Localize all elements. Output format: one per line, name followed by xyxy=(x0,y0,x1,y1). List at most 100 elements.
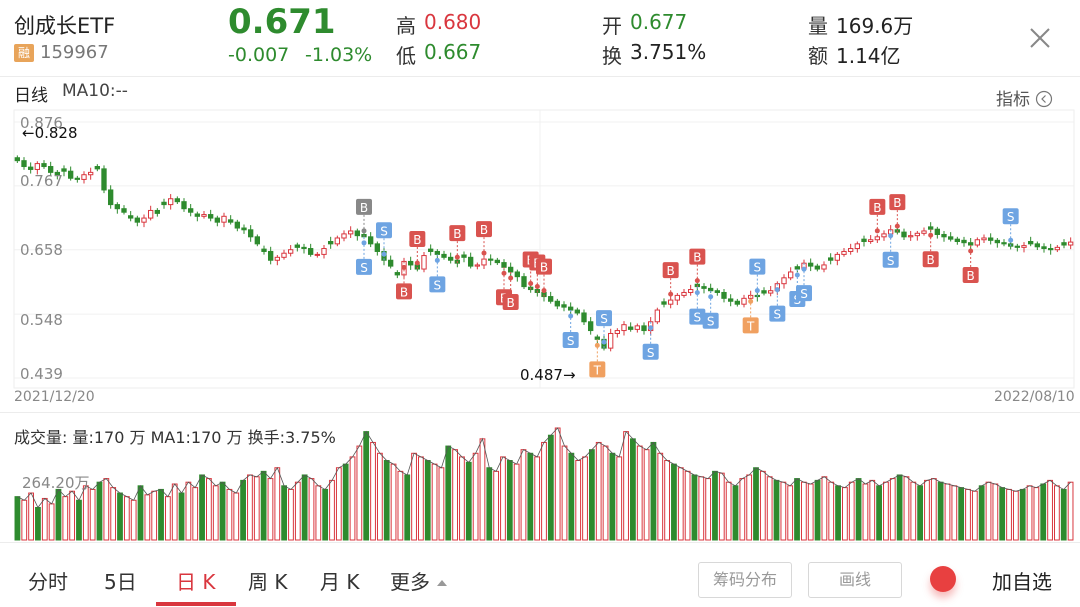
volume-bar xyxy=(55,488,62,541)
signal-dot xyxy=(381,251,387,257)
candlestick xyxy=(861,235,867,247)
signal-badge xyxy=(922,251,939,268)
chip-distribution-button[interactable]: 筹码分布 xyxy=(698,562,792,598)
candle-body xyxy=(501,262,507,268)
candlestick xyxy=(28,162,34,174)
indicator-button[interactable]: 指标 xyxy=(996,85,1053,110)
volume-bar xyxy=(151,490,158,541)
signal-badge xyxy=(596,310,612,327)
volume-bar xyxy=(623,431,629,541)
candle-body xyxy=(808,262,814,267)
candle-body xyxy=(948,236,954,240)
signal-letter: T xyxy=(746,319,755,333)
volume-bar xyxy=(110,487,117,541)
signal-dot xyxy=(508,275,514,281)
volume-bar xyxy=(28,492,34,541)
draw-line-button[interactable]: 画线 xyxy=(808,562,902,598)
candlestick xyxy=(494,257,500,265)
candlestick xyxy=(821,261,827,273)
tab-month-k[interactable]: 月 K xyxy=(320,570,360,594)
candlestick xyxy=(834,252,841,266)
tab-more[interactable]: 更多 xyxy=(390,566,448,595)
tab-minute[interactable]: 分时 xyxy=(28,570,68,594)
candlestick xyxy=(808,258,814,272)
volume-bar xyxy=(438,467,445,541)
volume-bar xyxy=(370,441,376,541)
candlestick xyxy=(248,225,254,242)
candlestick xyxy=(701,283,707,294)
volume-bar xyxy=(315,485,322,541)
candle-body xyxy=(874,236,881,241)
candle-body xyxy=(621,324,627,332)
close-button[interactable] xyxy=(1024,22,1056,54)
volume-bar xyxy=(992,483,999,541)
candle-body xyxy=(394,272,400,276)
trade-signal: B xyxy=(409,231,426,270)
candle-body xyxy=(388,259,394,267)
candle-body xyxy=(61,168,67,172)
tab-day-k[interactable]: 日 K xyxy=(176,570,216,594)
signal-dot xyxy=(894,223,900,229)
volume-info: 成交量: 量:170 万 MA1:170 万 换手:3.75% xyxy=(14,428,336,447)
signal-letter: T xyxy=(593,363,602,377)
candlestick xyxy=(94,164,100,172)
candlestick xyxy=(661,298,667,308)
candle-body xyxy=(54,171,61,176)
candle-body xyxy=(761,290,767,294)
candlestick xyxy=(901,228,907,241)
candle-body xyxy=(974,239,981,246)
signal-badge xyxy=(589,361,606,378)
volume-bar xyxy=(349,456,356,541)
signal-badge xyxy=(376,222,392,239)
signal-badge xyxy=(662,262,679,279)
candle-body xyxy=(128,215,134,219)
candlestick xyxy=(881,230,887,241)
signal-letter: S xyxy=(600,312,608,326)
volume-bar xyxy=(609,452,616,541)
trade-signal: S xyxy=(356,236,372,275)
volume-bar xyxy=(117,492,123,541)
signal-letter: B xyxy=(480,223,488,237)
candlestick xyxy=(308,243,314,257)
trade-signal: S xyxy=(376,222,392,261)
candle-body xyxy=(734,300,741,305)
add-watchlist-button[interactable]: 加自选 xyxy=(992,570,1052,594)
signal-badge xyxy=(796,285,812,302)
tab-week-k[interactable]: 周 K xyxy=(248,570,288,594)
candlestick xyxy=(788,267,794,281)
volume-bar xyxy=(199,474,205,541)
volume-bar xyxy=(602,445,609,541)
volume-bar xyxy=(14,496,21,541)
signal-badge xyxy=(689,248,706,265)
candle-body xyxy=(281,252,287,258)
volume-bar xyxy=(746,474,753,541)
candlestick xyxy=(714,288,721,296)
candlestick xyxy=(328,236,334,249)
volume-bar xyxy=(883,481,889,541)
candle-body xyxy=(374,243,380,252)
record-icon[interactable] xyxy=(930,566,956,592)
candlestick xyxy=(1028,236,1034,247)
candlestick xyxy=(921,227,927,236)
signal-dot xyxy=(694,290,700,296)
volume-bar xyxy=(527,452,534,541)
candlestick xyxy=(274,254,280,266)
candle-body xyxy=(474,264,480,267)
high-value: 0.680 xyxy=(424,10,482,34)
trade-signal: B xyxy=(689,248,706,287)
y-tick-label: 0.658 xyxy=(20,241,63,259)
signal-letter: S xyxy=(647,346,655,360)
trade-signal: S xyxy=(796,263,812,302)
kline-chart[interactable]: BSSBBBBSBBBBBSSTBBSSSTSSSSBSBBBS xyxy=(0,0,1080,550)
candlestick xyxy=(554,298,561,310)
signal-badge xyxy=(536,258,552,275)
candlestick xyxy=(1068,237,1074,250)
volume-bar xyxy=(219,481,226,541)
signal-dot xyxy=(1008,237,1014,243)
volume-bar xyxy=(418,456,424,541)
candle-body xyxy=(321,248,327,255)
etf-name: 创成长ETF xyxy=(14,14,116,38)
candlestick xyxy=(201,211,207,219)
candle-body xyxy=(21,160,27,168)
tab-five-day[interactable]: 5日 xyxy=(104,570,137,594)
